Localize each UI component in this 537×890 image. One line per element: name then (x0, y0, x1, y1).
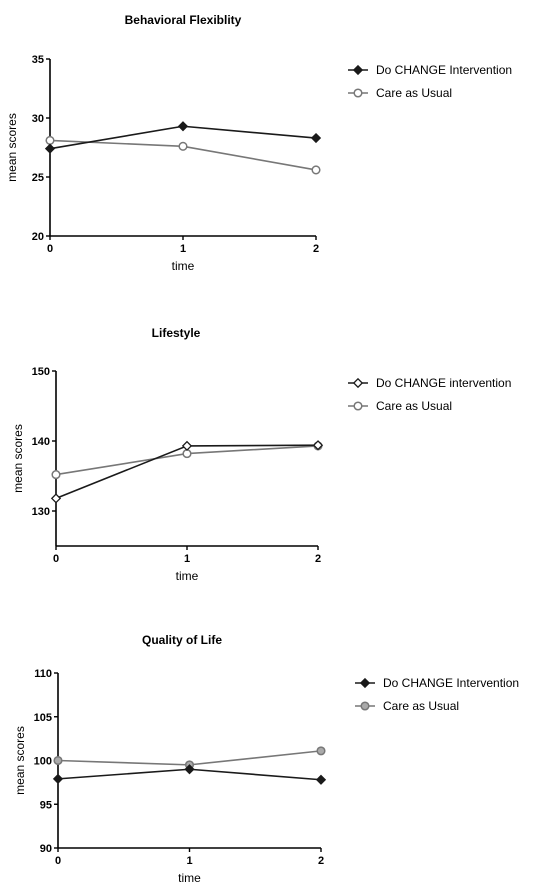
data-point-1 (183, 442, 191, 450)
x-tick-label: 0 (53, 553, 59, 565)
legend-item-1: Do CHANGE Intervention (355, 676, 519, 690)
legend-marker (361, 702, 369, 710)
y-axis-label: mean scores (11, 424, 25, 493)
legend-label: Do CHANGE Intervention (376, 63, 512, 77)
x-axis-label: time (176, 569, 199, 583)
data-point-2 (46, 137, 54, 145)
y-tick-label: 95 (40, 799, 52, 811)
x-axis-label: time (178, 871, 201, 885)
x-tick-label: 1 (186, 855, 192, 867)
y-tick-label: 105 (34, 712, 52, 724)
x-tick-label: 2 (318, 855, 324, 867)
y-tick-label: 35 (32, 54, 44, 66)
legend-item-2: Care as Usual (348, 399, 452, 413)
legend-label: Care as Usual (383, 699, 459, 713)
legend-item-1: Do CHANGE Intervention (348, 63, 512, 77)
data-point-1 (312, 134, 320, 142)
data-point-2 (52, 471, 60, 479)
y-axis-label: mean scores (5, 113, 19, 182)
legend-item-2: Care as Usual (348, 86, 452, 100)
x-tick-label: 2 (315, 553, 321, 565)
data-point-1 (54, 775, 62, 783)
y-tick-label: 110 (34, 668, 52, 680)
y-tick-label: 30 (32, 113, 44, 125)
chart-title: Lifestyle (152, 326, 201, 340)
legend-label: Do CHANGE intervention (376, 376, 511, 390)
y-tick-label: 90 (40, 843, 52, 855)
data-point-1 (52, 494, 60, 502)
y-tick-label: 130 (32, 506, 50, 518)
x-tick-label: 0 (47, 243, 53, 255)
x-tick-label: 2 (313, 243, 319, 255)
y-axis-label: mean scores (13, 726, 27, 795)
legend-marker (354, 66, 362, 74)
chart-title: Behavioral Flexiblity (125, 13, 242, 27)
y-tick-label: 140 (32, 436, 50, 448)
legend-item-1: Do CHANGE intervention (348, 376, 511, 390)
data-point-2 (317, 747, 325, 755)
chart-title: Quality of Life (142, 633, 222, 647)
legend-label: Care as Usual (376, 399, 452, 413)
data-point-2 (54, 757, 62, 765)
legend-label: Do CHANGE Intervention (383, 676, 519, 690)
legend-marker (361, 679, 369, 687)
data-point-1 (46, 144, 54, 152)
data-point-1 (179, 122, 187, 130)
y-tick-label: 20 (32, 231, 44, 243)
y-tick-label: 100 (34, 756, 52, 768)
legend-marker (354, 402, 362, 410)
x-tick-label: 1 (180, 243, 186, 255)
data-point-2 (179, 143, 187, 151)
y-tick-label: 25 (32, 172, 44, 184)
y-tick-label: 150 (32, 366, 50, 378)
data-point-1 (317, 776, 325, 784)
legend-marker (354, 379, 362, 387)
x-tick-label: 1 (184, 553, 190, 565)
x-tick-label: 0 (55, 855, 61, 867)
chart-panel-1: Behavioral Flexiblity 20 25 30 35 0 1 2 time mean… (5, 13, 512, 273)
legend-marker (354, 89, 362, 97)
chart-panel-2: Lifestyle 130 140 150 0 1 2 time mean scores Do C… (11, 326, 511, 583)
x-axis-label: time (172, 259, 195, 273)
legend-item-2: Care as Usual (355, 699, 459, 713)
legend-label: Care as Usual (376, 86, 452, 100)
data-point-2 (312, 166, 320, 174)
chart-panel-3: Quality of Life 90 95 100 105 110 0 1 2 time mean … (13, 633, 519, 885)
